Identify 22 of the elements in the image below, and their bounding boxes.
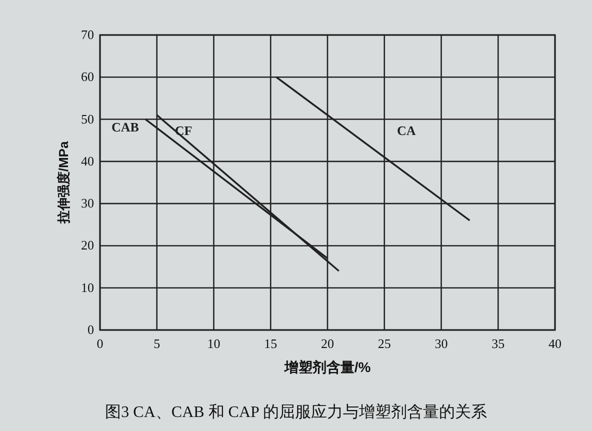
y-tick-label: 10 <box>81 280 94 295</box>
y-tick-label: 60 <box>81 69 94 84</box>
y-axis-title: 拉伸强度/MPa <box>56 140 71 225</box>
y-tick-label: 70 <box>81 27 94 42</box>
series-label: CAB <box>112 119 140 134</box>
x-tick-label: 30 <box>434 336 448 351</box>
x-axis-title: 增塑剂含量/% <box>283 359 372 375</box>
x-tick-label: 10 <box>207 336 220 351</box>
x-tick-label: 15 <box>264 336 278 351</box>
text: 图3 CA、CAB 和 CAP 的屈服应力与增塑剂含量的关系 <box>105 403 487 421</box>
x-tick-label: 40 <box>548 336 562 351</box>
x-tick-label: 25 <box>378 336 391 351</box>
x-tick-label: 0 <box>96 336 104 351</box>
y-tick-label: 50 <box>81 111 94 126</box>
y-tick-label: 20 <box>81 238 94 253</box>
x-tick-label: 35 <box>492 336 505 351</box>
y-tick-label: 30 <box>81 196 94 211</box>
y-tick-label: 0 <box>88 322 94 337</box>
series-label: CA <box>397 122 416 138</box>
x-tick-label: 5 <box>154 336 160 351</box>
x-tick-label: 20 <box>321 336 334 351</box>
y-tick-label: 40 <box>81 153 94 168</box>
